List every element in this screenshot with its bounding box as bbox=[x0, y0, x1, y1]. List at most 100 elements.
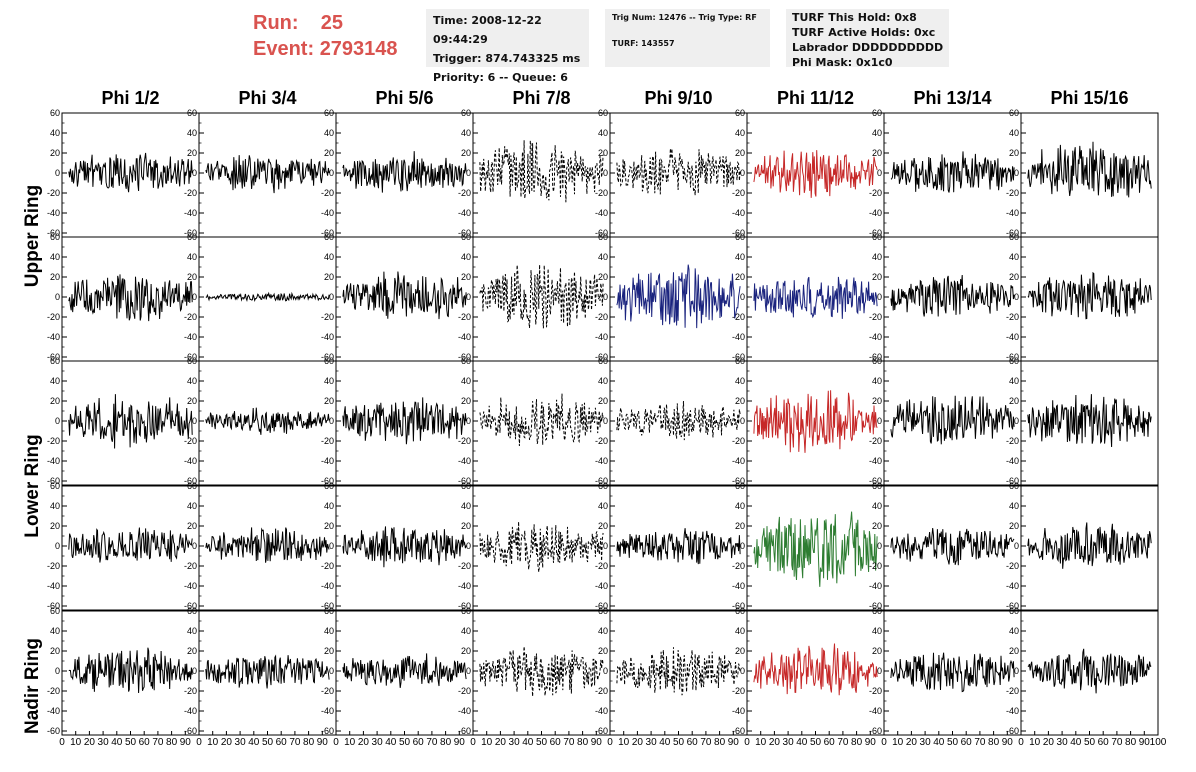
waveform-line bbox=[616, 148, 741, 196]
y-tick-label: -40 bbox=[732, 581, 745, 591]
y-tick-label: -40 bbox=[47, 706, 60, 716]
y-tick-label: 40 bbox=[1009, 626, 1019, 636]
x-tick-label: 90 bbox=[591, 737, 603, 748]
x-tick-label: 0 bbox=[881, 737, 887, 748]
column-header-8: Phi 15/16 bbox=[1050, 88, 1128, 108]
waveform-line bbox=[342, 151, 467, 193]
panel-r2-c2: -60 -40 -20 0 20 40 60 bbox=[184, 232, 337, 362]
y-tick-label: 60 bbox=[1009, 108, 1019, 118]
y-tick-label: -40 bbox=[869, 208, 882, 218]
y-tick-label: -60 bbox=[47, 228, 60, 238]
y-tick-label: 20 bbox=[324, 148, 334, 158]
panel-frame bbox=[883, 112, 1022, 238]
y-tick-label: -20 bbox=[869, 312, 882, 322]
waveform-line bbox=[753, 150, 878, 198]
x-tick-label: 30 bbox=[235, 737, 247, 748]
y-tick-label: 20 bbox=[872, 396, 882, 406]
y-tick-label: 60 bbox=[872, 356, 882, 366]
y-tick-label: 0 bbox=[603, 416, 608, 426]
y-tick-label: -40 bbox=[321, 581, 334, 591]
y-tick-label: 20 bbox=[50, 521, 60, 531]
y-tick-label: 20 bbox=[872, 521, 882, 531]
y-tick-label: 20 bbox=[1009, 148, 1019, 158]
y-tick-label: -40 bbox=[458, 706, 471, 716]
y-tick-label: -40 bbox=[1006, 456, 1019, 466]
y-tick-label: -40 bbox=[47, 581, 60, 591]
panel-frame bbox=[472, 360, 611, 486]
panel-r4-c7: -60 -40 -20 0 20 40 60 bbox=[869, 481, 1022, 611]
x-tick-label: 0 bbox=[1018, 737, 1024, 748]
y-tick-label: 0 bbox=[1014, 541, 1019, 551]
panel-r2-c7: -60 -40 -20 0 20 40 60 bbox=[869, 232, 1022, 362]
y-tick-label: 40 bbox=[461, 626, 471, 636]
panel-r5-c8: -60 -40 -20 0 20 40 60 bbox=[1006, 606, 1159, 736]
x-tick-label: 80 bbox=[714, 737, 726, 748]
y-tick-label: -60 bbox=[732, 352, 745, 362]
panel-r1-c3: -60 -40 -20 0 20 40 60 bbox=[321, 108, 474, 238]
y-tick-label: 20 bbox=[598, 646, 608, 656]
panel-r1-c4: -60 -40 -20 0 20 40 60 bbox=[458, 108, 611, 238]
x-tick-label: 30 bbox=[783, 737, 795, 748]
x-tick-label: 40 bbox=[1070, 737, 1082, 748]
x-tick-label: 70 bbox=[152, 737, 164, 748]
y-tick-label: 40 bbox=[1009, 252, 1019, 262]
y-tick-label: -20 bbox=[1006, 312, 1019, 322]
x-tick-label: 50 bbox=[673, 737, 685, 748]
x-tick-label: 0 bbox=[744, 737, 750, 748]
y-tick-label: 40 bbox=[735, 376, 745, 386]
y-tick-label: -40 bbox=[595, 456, 608, 466]
y-tick-label: 20 bbox=[1009, 272, 1019, 282]
ring-label-nadir-ring: Nadir Ring bbox=[22, 638, 43, 734]
y-tick-label: -60 bbox=[184, 352, 197, 362]
y-tick-label: -40 bbox=[1006, 581, 1019, 591]
waveform-line bbox=[68, 274, 193, 322]
x-tick-label: 10 bbox=[481, 737, 493, 748]
y-tick-label: 0 bbox=[877, 666, 882, 676]
y-tick-label: 20 bbox=[461, 148, 471, 158]
y-tick-label: 20 bbox=[1009, 521, 1019, 531]
x-tick-label: 10 bbox=[207, 737, 219, 748]
y-tick-label: 0 bbox=[329, 666, 334, 676]
y-tick-label: 40 bbox=[1009, 128, 1019, 138]
panel-r2-c5: -60 -40 -20 0 20 40 60 bbox=[595, 232, 748, 362]
y-tick-label: 20 bbox=[735, 646, 745, 656]
y-tick-label: 60 bbox=[324, 356, 334, 366]
run-value: 25 bbox=[320, 12, 344, 34]
y-tick-label: -40 bbox=[321, 208, 334, 218]
y-tick-label: 20 bbox=[187, 396, 197, 406]
column-header-2: Phi 3/4 bbox=[238, 88, 296, 108]
panel-r3-c3: -60 -40 -20 0 20 40 60 bbox=[321, 356, 474, 486]
y-tick-label: -20 bbox=[732, 686, 745, 696]
y-tick-label: -60 bbox=[869, 601, 882, 611]
waveform-line bbox=[479, 140, 604, 203]
panel-frame bbox=[335, 360, 474, 486]
y-tick-label: 20 bbox=[324, 272, 334, 282]
y-tick-label: 40 bbox=[598, 376, 608, 386]
y-tick-label: -40 bbox=[184, 456, 197, 466]
time-info-box: Time: 2008-12-22 09:44:29 Trigger: 874.7… bbox=[426, 9, 589, 84]
x-tick-label: 10 bbox=[70, 737, 82, 748]
waveform-line bbox=[753, 511, 878, 587]
y-tick-label: -60 bbox=[321, 726, 334, 736]
y-tick-label: -20 bbox=[47, 188, 60, 198]
y-tick-label: 0 bbox=[55, 168, 60, 178]
waveform-line bbox=[890, 274, 1015, 317]
y-tick-label: 60 bbox=[735, 356, 745, 366]
y-tick-label: -40 bbox=[1006, 208, 1019, 218]
x-tick-label: 0 bbox=[196, 737, 202, 748]
waveform-line bbox=[1027, 394, 1152, 448]
y-tick-label: 60 bbox=[50, 356, 60, 366]
y-tick-label: -60 bbox=[321, 352, 334, 362]
panel-r2-c3: -60 -40 -20 0 20 40 60 bbox=[321, 232, 474, 362]
ring-label-lower-ring: Lower Ring bbox=[22, 434, 43, 537]
x-tick-label: 0 bbox=[607, 737, 613, 748]
y-tick-label: -20 bbox=[1006, 436, 1019, 446]
x-tick-label: 80 bbox=[440, 737, 452, 748]
y-tick-label: -20 bbox=[184, 188, 197, 198]
y-tick-label: 20 bbox=[187, 272, 197, 282]
y-tick-label: 0 bbox=[192, 292, 197, 302]
y-tick-label: 40 bbox=[598, 501, 608, 511]
column-header-7: Phi 13/14 bbox=[913, 88, 991, 108]
y-tick-label: 60 bbox=[872, 481, 882, 491]
x-tick-label: 30 bbox=[646, 737, 658, 748]
